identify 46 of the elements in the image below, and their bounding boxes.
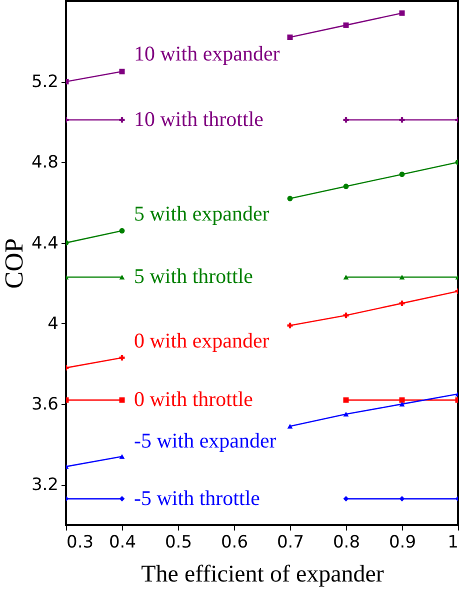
series-label: 5 with throttle [134,264,253,288]
series-label: 0 with throttle [134,387,253,412]
series-label: 0 with expander [134,328,270,353]
x-axis-title: The efficient of expander [141,562,384,588]
series-label: 10 with expander [134,41,280,66]
point [287,34,293,40]
point [399,274,405,280]
x-tick-label: 0.7 [276,532,304,552]
point [119,68,125,74]
x-tick-label: 1 [448,532,458,552]
series-label: 5 with expander [134,202,270,226]
point [119,354,125,360]
y-axis-title: COP [0,238,28,289]
y-tick-label: 3.2 [31,475,58,496]
x-tick-label: 0.6 [220,532,248,552]
point [399,172,405,178]
x-tick-label: 0.3 [66,532,94,552]
point [399,496,405,502]
series-label: -5 with expander [134,428,276,452]
point [287,424,293,429]
point [343,274,349,280]
x-tick-label: 0.9 [388,532,416,552]
y-tick-label: 3.6 [31,394,58,415]
point [119,454,125,459]
y-tick-label: 4 [48,314,58,334]
series-label: 10 with throttle [134,106,264,131]
point [399,300,405,306]
y-tick-label: 4.4 [31,233,58,254]
point [343,184,349,190]
x-tick-label: 0.4 [108,532,136,552]
point [399,10,405,16]
series-label: -5 with throttle [134,486,260,510]
point [399,402,405,406]
x-tick-label: 0.5 [164,532,192,552]
y-tick-label: 4.8 [31,152,58,173]
point [343,22,349,28]
x-tick-label: 0.8 [332,532,360,552]
point [343,496,349,502]
y-tick-label: 5.2 [31,72,58,92]
point [343,397,349,403]
point [119,274,125,280]
point [119,496,125,502]
point [287,196,293,202]
point [119,397,125,403]
point [119,228,125,234]
point [343,412,349,417]
